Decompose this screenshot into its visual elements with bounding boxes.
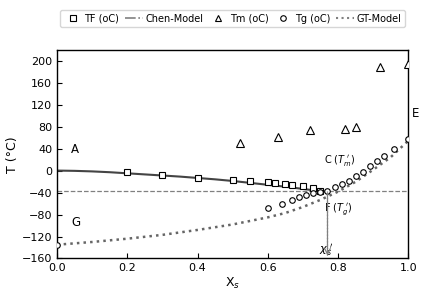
Legend: TF (oC), Chen-Model, Tm (oC), Tg (oC), GT-Model: TF (oC), Chen-Model, Tm (oC), Tg (oC), G… xyxy=(60,10,404,27)
Text: F ($T_g^{\ \prime}$): F ($T_g^{\ \prime}$) xyxy=(323,201,352,217)
X-axis label: X$_s$: X$_s$ xyxy=(225,276,240,291)
Text: $\chi_s^{\ \prime}$: $\chi_s^{\ \prime}$ xyxy=(318,242,332,258)
Text: G: G xyxy=(71,216,80,229)
Text: A: A xyxy=(71,143,79,156)
Y-axis label: T (°C): T (°C) xyxy=(6,136,19,173)
Text: E: E xyxy=(411,107,418,120)
Text: C ($T_m^{\ \prime}$): C ($T_m^{\ \prime}$) xyxy=(323,153,355,168)
